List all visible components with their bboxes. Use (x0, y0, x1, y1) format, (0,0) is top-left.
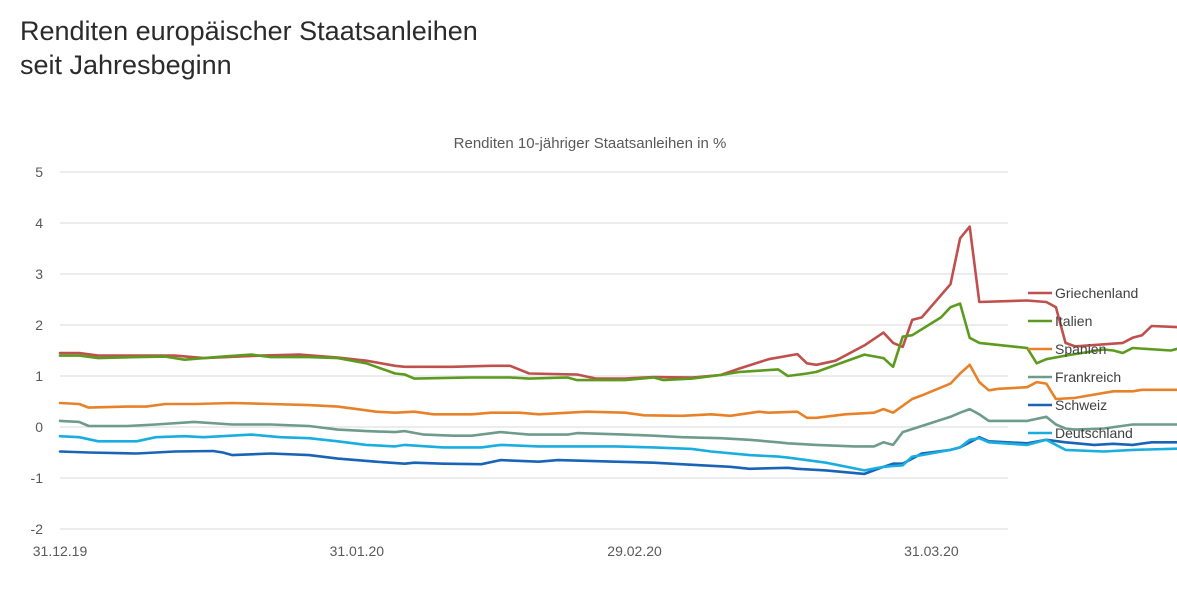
x-axis: 31.12.19 31.01.20 29.02.20 31.03.20 (33, 543, 959, 559)
gridlines (60, 171, 1008, 530)
legend-item-schweiz: Schweiz (1028, 397, 1107, 413)
y-tick-label: 3 (35, 266, 43, 282)
series-line-frankreich (58, 407, 1177, 448)
page-title: Renditen europäischer Staatsanleihen sei… (20, 14, 478, 82)
x-tick-label: 31.01.20 (330, 543, 385, 559)
legend-item-spanien: Spanien (1028, 341, 1106, 357)
legend-item-deutschland: Deutschland (1028, 425, 1133, 441)
legend-item-griechenland: Griechenland (1028, 285, 1138, 301)
legend-label: Griechenland (1055, 285, 1138, 301)
chart-title: Renditen 10-jähriger Staatsanleihen in % (454, 135, 727, 152)
series-line-deutschland (58, 433, 1177, 472)
series-line-spanien (58, 363, 1177, 420)
legend-label: Frankreich (1055, 369, 1121, 385)
y-tick-label: 2 (35, 317, 43, 333)
x-tick-label: 31.03.20 (904, 543, 959, 559)
legend-label: Spanien (1055, 341, 1106, 357)
legend: Griechenland Italien Spanien Frankreich Schw… (1028, 285, 1138, 441)
legend-label: Italien (1055, 313, 1092, 329)
legend-label: Deutschland (1055, 425, 1133, 441)
legend-item-frankreich: Frankreich (1028, 369, 1121, 385)
x-tick-label: 31.12.19 (33, 543, 88, 559)
y-tick-label: -1 (31, 470, 44, 486)
y-axis: -2 -1 0 1 2 3 4 5 (31, 164, 44, 537)
y-tick-label: 0 (35, 419, 43, 435)
y-tick-label: 5 (35, 164, 43, 180)
series-lines (58, 225, 1177, 476)
y-tick-label: 1 (35, 368, 43, 384)
series-line-italien (58, 302, 1177, 382)
legend-item-italien: Italien (1028, 313, 1092, 329)
x-tick-label: 29.02.20 (607, 543, 662, 559)
page-title-line2: seit Jahresbeginn (20, 50, 232, 80)
y-tick-label: -2 (31, 521, 44, 537)
y-tick-label: 4 (35, 215, 43, 231)
page-title-line1: Renditen europäischer Staatsanleihen (20, 16, 478, 46)
legend-label: Schweiz (1055, 397, 1107, 413)
